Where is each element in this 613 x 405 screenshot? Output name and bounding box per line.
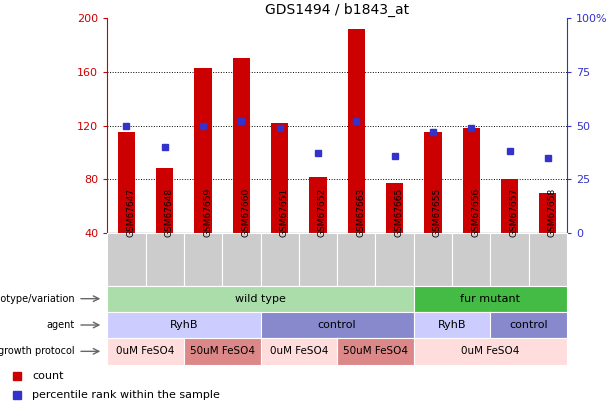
Bar — [156, 168, 173, 233]
Text: RyhB: RyhB — [438, 320, 466, 330]
Bar — [501, 179, 518, 233]
Bar — [539, 193, 557, 233]
Text: GSM67656: GSM67656 — [471, 188, 480, 237]
Text: 0uM FeSO4: 0uM FeSO4 — [116, 346, 175, 356]
Bar — [463, 128, 480, 233]
Text: GSM67665: GSM67665 — [395, 188, 403, 237]
Text: RyhB: RyhB — [170, 320, 198, 330]
Text: 0uM FeSO4: 0uM FeSO4 — [461, 346, 520, 356]
Text: agent: agent — [47, 320, 75, 330]
Text: control: control — [318, 320, 357, 330]
Bar — [194, 68, 211, 233]
Bar — [386, 183, 403, 233]
Text: GSM67658: GSM67658 — [548, 188, 557, 237]
Text: GSM67657: GSM67657 — [509, 188, 519, 237]
Bar — [233, 58, 250, 233]
Bar — [348, 29, 365, 233]
Text: wild type: wild type — [235, 294, 286, 304]
Text: GSM67663: GSM67663 — [356, 188, 365, 237]
Text: 50uM FeSO4: 50uM FeSO4 — [343, 346, 408, 356]
Bar — [118, 132, 135, 233]
Text: fur mutant: fur mutant — [460, 294, 520, 304]
Text: GSM67660: GSM67660 — [242, 188, 250, 237]
Text: GSM67652: GSM67652 — [318, 188, 327, 237]
Text: count: count — [32, 371, 64, 381]
Text: control: control — [509, 320, 548, 330]
Bar — [271, 123, 288, 233]
Text: GSM67651: GSM67651 — [280, 188, 289, 237]
Text: GSM67655: GSM67655 — [433, 188, 442, 237]
Text: 50uM FeSO4: 50uM FeSO4 — [189, 346, 255, 356]
Bar — [310, 177, 327, 233]
Text: GSM67647: GSM67647 — [126, 188, 135, 237]
Text: GSM67659: GSM67659 — [203, 188, 212, 237]
Text: genotype/variation: genotype/variation — [0, 294, 75, 304]
Text: GSM67648: GSM67648 — [165, 188, 173, 237]
Title: GDS1494 / b1843_at: GDS1494 / b1843_at — [265, 3, 409, 17]
Bar — [424, 132, 441, 233]
Text: percentile rank within the sample: percentile rank within the sample — [32, 390, 220, 400]
Text: growth protocol: growth protocol — [0, 346, 75, 356]
Text: 0uM FeSO4: 0uM FeSO4 — [270, 346, 328, 356]
